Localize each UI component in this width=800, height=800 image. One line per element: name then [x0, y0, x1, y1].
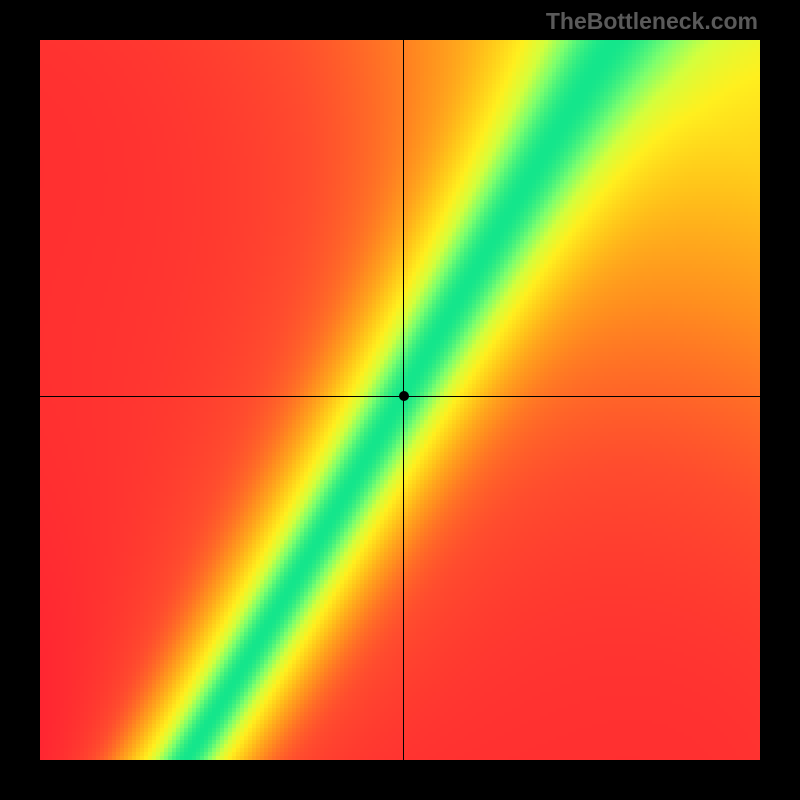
watermark-text: TheBottleneck.com	[546, 8, 758, 35]
crosshair-marker-dot	[399, 391, 409, 401]
chart-container: TheBottleneck.com	[0, 0, 800, 800]
